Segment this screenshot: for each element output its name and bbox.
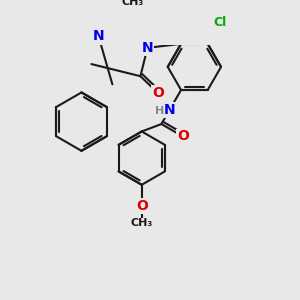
Text: N: N (164, 103, 176, 117)
Text: O: O (152, 86, 164, 100)
Text: CH₃: CH₃ (122, 0, 144, 7)
Text: O: O (177, 129, 189, 143)
Text: H: H (155, 106, 165, 116)
Text: Cl: Cl (213, 16, 226, 29)
Text: CH₃: CH₃ (130, 218, 153, 228)
Text: O: O (136, 199, 148, 213)
Text: N: N (92, 29, 104, 43)
Text: N: N (142, 41, 153, 55)
